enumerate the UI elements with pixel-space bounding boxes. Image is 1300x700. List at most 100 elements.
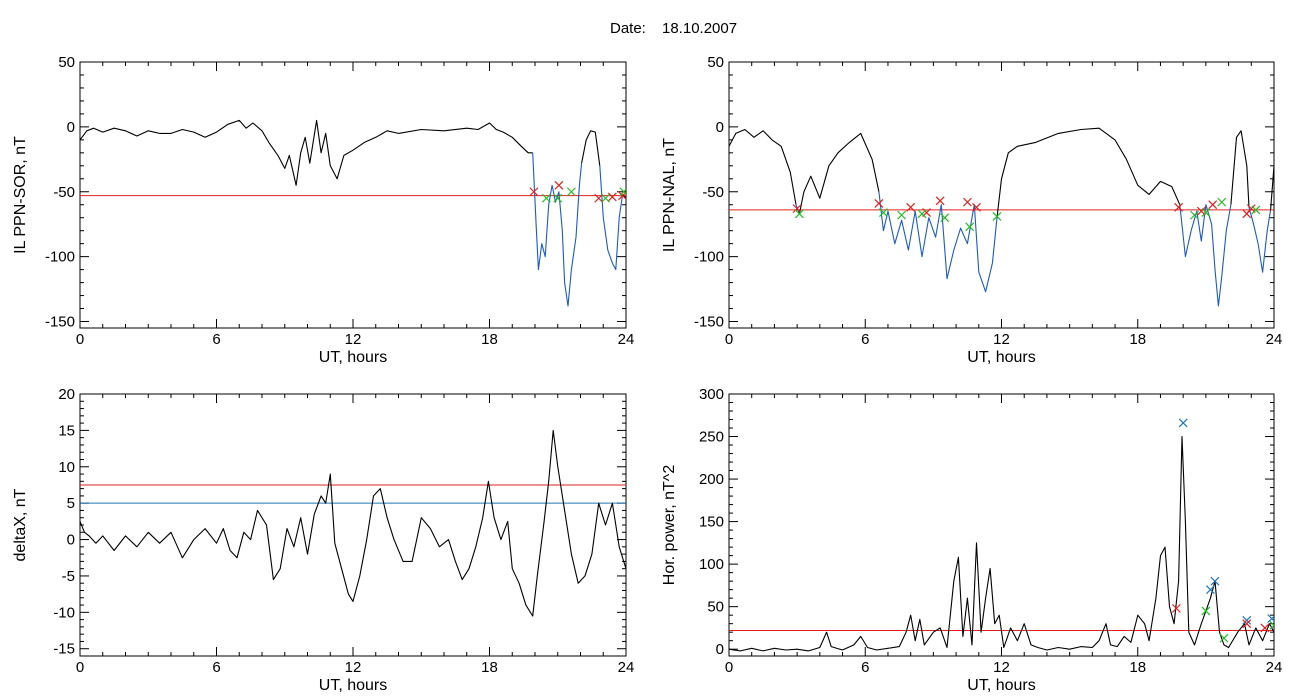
x-tick-label: 24 — [1266, 659, 1283, 676]
event-marker-stroke — [1174, 202, 1184, 212]
event-marker-stroke — [1201, 208, 1211, 217]
event-marker — [601, 193, 610, 203]
y-tick-label: 250 — [699, 429, 724, 446]
event-marker-stroke — [529, 187, 539, 197]
x-tick-label: 24 — [618, 659, 635, 676]
x-tick-label: 6 — [861, 659, 869, 676]
event-marker-stroke — [965, 222, 975, 232]
event-marker-stroke — [792, 204, 802, 214]
event-marker-stroke — [1219, 633, 1229, 643]
event-marker — [619, 187, 626, 197]
y-tick-label: 0 — [716, 119, 724, 136]
y-tick-label: -100 — [694, 249, 724, 266]
y-axis-label: IL PPN-SOR, nT — [12, 136, 29, 254]
plot-area — [80, 429, 626, 617]
event-marker — [963, 197, 972, 207]
x-axis-label: UT, hours — [967, 677, 1035, 694]
event-marker — [1190, 210, 1199, 220]
event-marker — [1210, 576, 1220, 586]
event-marker-stroke — [878, 208, 888, 217]
event-marker-stroke — [935, 196, 945, 206]
event-marker-stroke — [917, 209, 927, 219]
x-tick-label: 18 — [481, 331, 498, 348]
event-marker-stroke — [1205, 585, 1215, 595]
y-tick-label: 10 — [58, 459, 75, 476]
plot-area — [80, 119, 626, 307]
event-marker-stroke — [1210, 576, 1220, 586]
event-marker-stroke — [940, 213, 950, 223]
event-marker — [1178, 418, 1188, 428]
event-marker — [529, 187, 539, 197]
event-marker-stroke — [794, 209, 804, 219]
y-axis-label: Hor. power, nT^2 — [661, 465, 678, 586]
event-marker — [878, 208, 888, 217]
event-marker-stroke — [607, 192, 617, 202]
chart-panel-sor: 0 6 12 18 24 50 0 -50 -100 -150 UT, hours IL PPN-SO… — [12, 54, 634, 366]
event-marker-stroke — [541, 193, 551, 203]
event-marker — [554, 180, 564, 190]
plot-frame — [79, 61, 627, 329]
y-tick-label: 300 — [699, 386, 724, 403]
event-marker-stroke — [897, 210, 907, 220]
series-line — [729, 128, 797, 205]
series-line — [532, 152, 583, 307]
plot-frame — [728, 393, 1275, 657]
y-tick-label: -10 — [53, 604, 75, 621]
x-tick-label: 0 — [76, 659, 84, 676]
y-tick-label: 50 — [707, 599, 724, 616]
event-marker — [992, 211, 1002, 221]
event-marker — [906, 202, 916, 212]
event-marker — [1242, 615, 1252, 625]
x-tick-label: 12 — [993, 659, 1010, 676]
event-marker — [1251, 205, 1261, 215]
series-line — [1179, 204, 1232, 307]
event-marker — [1201, 208, 1211, 217]
event-marker — [935, 196, 945, 206]
event-marker-stroke — [1269, 624, 1274, 630]
y-tick-label: -50 — [53, 184, 75, 201]
event-marker-stroke — [972, 202, 981, 212]
event-marker-stroke — [1260, 623, 1270, 633]
y-tick-label: 150 — [699, 514, 724, 531]
y-tick-label: 200 — [699, 471, 724, 488]
event-marker — [607, 192, 617, 202]
y-tick-label: -150 — [694, 314, 724, 331]
y-tick-label: 0 — [67, 532, 75, 549]
x-tick-label: 6 — [212, 331, 220, 348]
event-marker-stroke — [1251, 205, 1261, 215]
chart-panel-power: 0 6 12 18 24 300 250 200 150 100 50 0 UT, hours Hor. … — [661, 386, 1282, 694]
x-tick-label: 0 — [725, 331, 733, 348]
x-tick-label: 18 — [481, 659, 498, 676]
event-marker — [1242, 619, 1252, 629]
y-tick-label: -100 — [45, 249, 75, 266]
event-marker-stroke — [594, 193, 604, 203]
event-marker-stroke — [1201, 606, 1211, 616]
event-marker-stroke — [963, 197, 972, 207]
event-marker — [1174, 202, 1184, 212]
series-line — [1230, 130, 1250, 208]
x-tick-label: 24 — [618, 331, 635, 348]
event-marker — [972, 202, 981, 212]
event-marker-stroke — [554, 180, 564, 190]
series-line — [729, 435, 1274, 652]
x-tick-label: 6 — [212, 659, 220, 676]
event-marker — [566, 187, 576, 197]
x-tick-label: 12 — [345, 331, 362, 348]
y-tick-label: 0 — [67, 119, 75, 136]
event-marker — [897, 210, 907, 220]
event-marker-stroke — [906, 202, 916, 212]
series-line — [878, 191, 998, 293]
event-marker — [1219, 633, 1229, 643]
event-marker — [1201, 606, 1211, 616]
plot-frame — [728, 61, 1275, 329]
x-tick-label: 18 — [1129, 331, 1146, 348]
x-tick-label: 0 — [725, 659, 733, 676]
event-marker-stroke — [619, 188, 626, 197]
series-line — [798, 132, 880, 214]
x-tick-label: 24 — [1266, 331, 1283, 348]
series-line — [996, 127, 1181, 218]
series-line — [1270, 165, 1274, 210]
series-line — [581, 130, 601, 166]
event-marker — [792, 204, 802, 214]
